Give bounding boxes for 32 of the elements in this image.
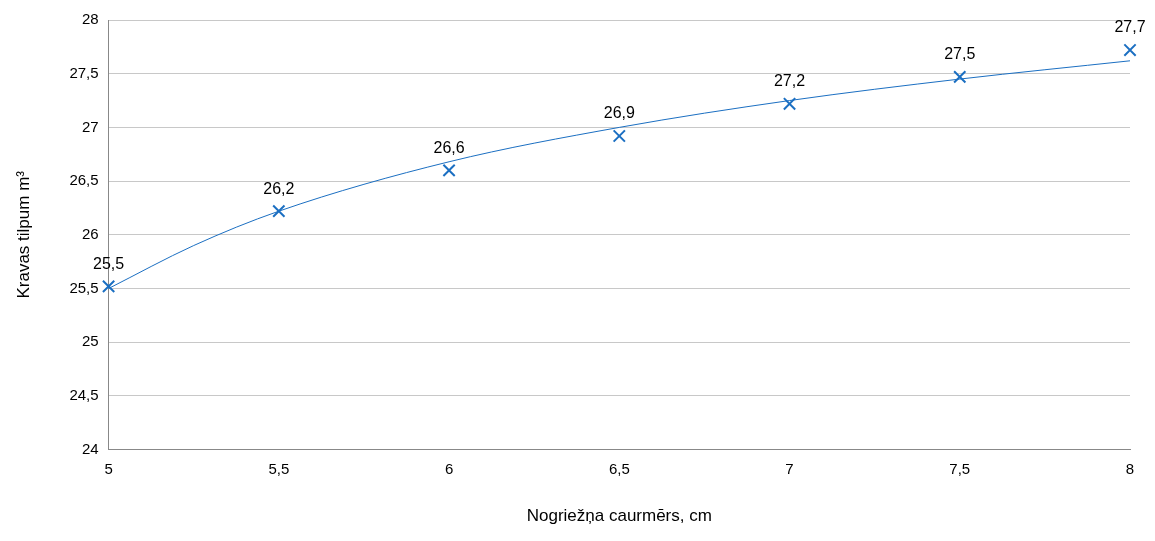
point: [1123, 43, 1137, 57]
data-label: 27,5: [944, 45, 976, 63]
data-label: 25,5: [93, 254, 125, 272]
y-tick-label: 28: [81, 10, 99, 28]
x-tick-label: 8: [1125, 459, 1135, 477]
x-tick-label: 6,5: [608, 459, 630, 477]
point: [612, 129, 626, 143]
x-tick-label: 5: [104, 459, 113, 477]
y-axis-title: Kravas tilpum m³: [13, 170, 33, 299]
point: [442, 163, 456, 178]
y-tick-label: 27: [81, 117, 99, 135]
x-tick-label: 7,5: [949, 459, 971, 477]
point: [101, 279, 116, 294]
y-tick-label: 25: [81, 332, 99, 350]
y-tick-label: 26,5: [69, 171, 99, 189]
x-tick-label: 5,5: [268, 459, 290, 477]
y-tick-label: 26: [81, 224, 99, 242]
data-label: 27,7: [1114, 18, 1146, 36]
y-tick-label: 24: [81, 439, 99, 457]
x-tick-label: 7: [785, 459, 794, 477]
x-tick-label: 6: [444, 459, 454, 477]
y-tick-label: 27,5: [69, 63, 99, 81]
data-label: 26,9: [603, 104, 635, 122]
point: [953, 70, 967, 84]
point: [272, 204, 286, 218]
data-label: 26,6: [433, 138, 465, 156]
data-label: 26,2: [263, 179, 295, 197]
y-tick-label: 25,5: [69, 278, 99, 296]
y-tick-label: 24,5: [69, 386, 99, 404]
data-label: 27,2: [773, 72, 806, 90]
point: [782, 97, 797, 111]
x-axis-title: Nogriežņa caurmērs, cm: [526, 506, 712, 526]
